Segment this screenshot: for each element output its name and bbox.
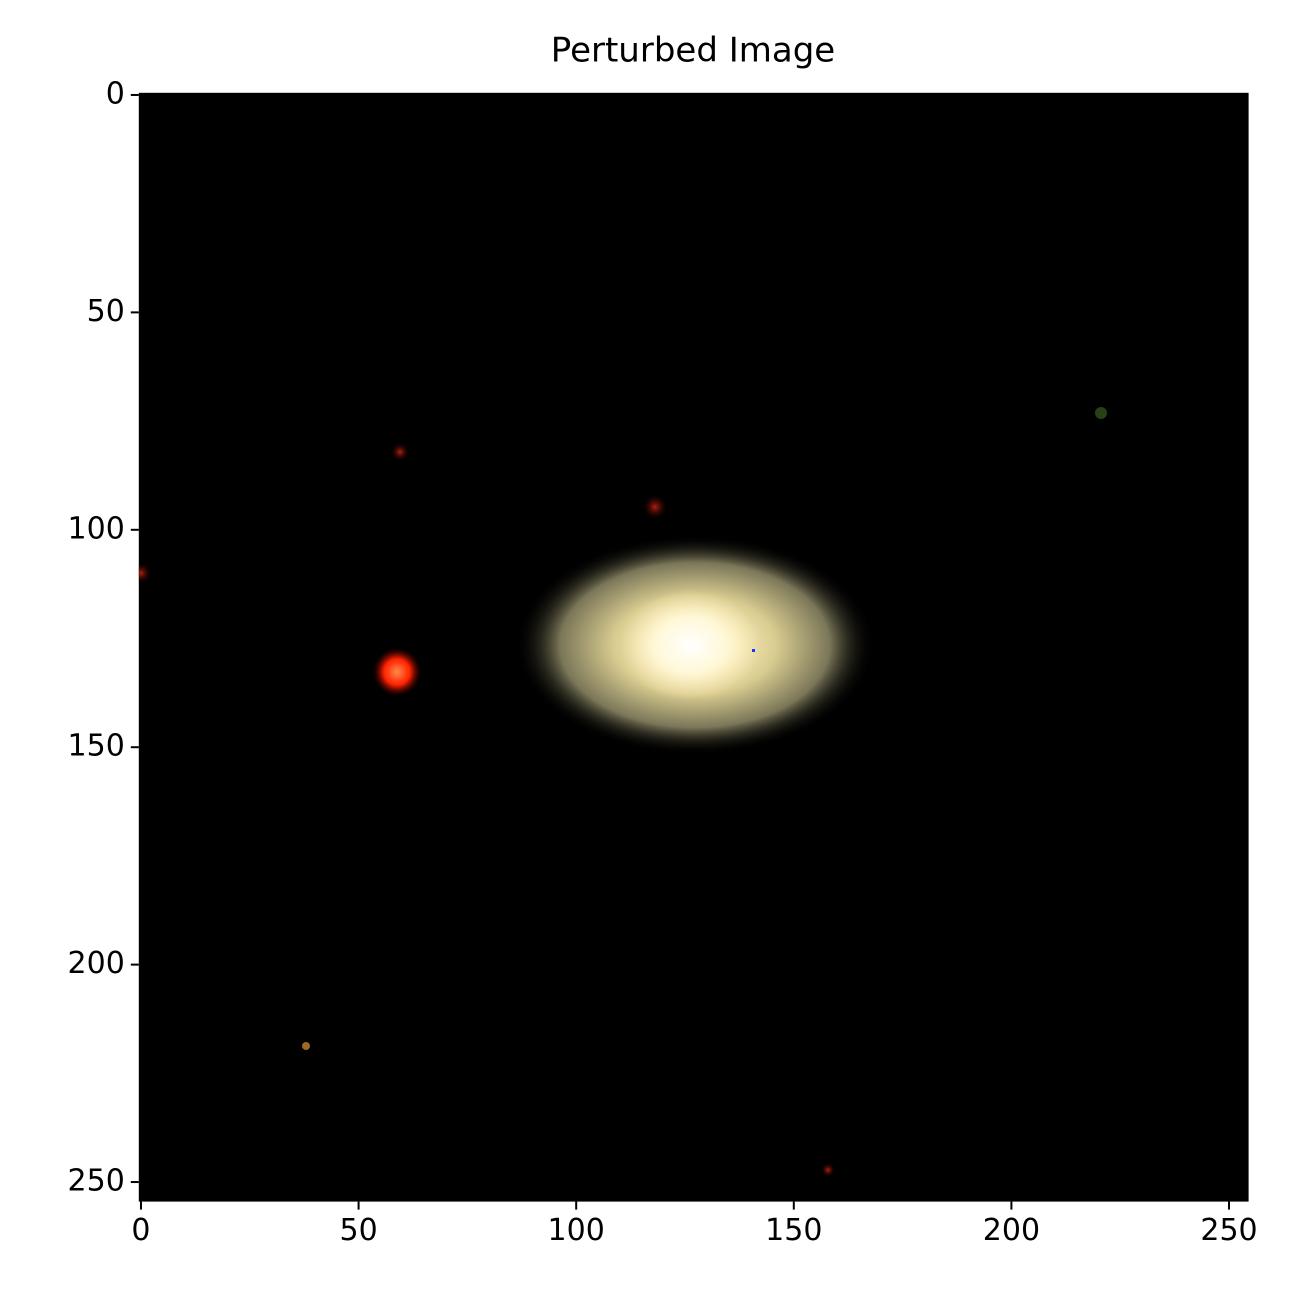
y-tick-label: 150 [68,729,125,764]
star [138,563,151,583]
y-tick-label: 100 [68,511,125,546]
image [138,92,1249,1202]
y-tick-label: 200 [68,946,125,981]
star [643,495,667,519]
x-tick-label: 150 [765,1213,822,1248]
image-content [138,407,1107,1177]
chart-title: Perturbed Image [551,31,835,71]
star [1095,407,1107,419]
perturbed-pixel [752,649,755,652]
y-tick-label: 50 [87,294,125,329]
y-tick-label: 0 [106,76,125,111]
x-tick-label: 250 [1200,1213,1257,1248]
star [373,648,421,696]
y-tick-label: 250 [68,1164,125,1199]
x-tick-label: 0 [131,1213,150,1248]
x-tick-label: 100 [548,1213,605,1248]
x-tick-label: 200 [983,1213,1040,1248]
galaxy-core [620,590,760,700]
star [821,1163,835,1177]
x-tick-label: 50 [339,1213,377,1248]
star [302,1042,310,1050]
star [391,443,409,461]
